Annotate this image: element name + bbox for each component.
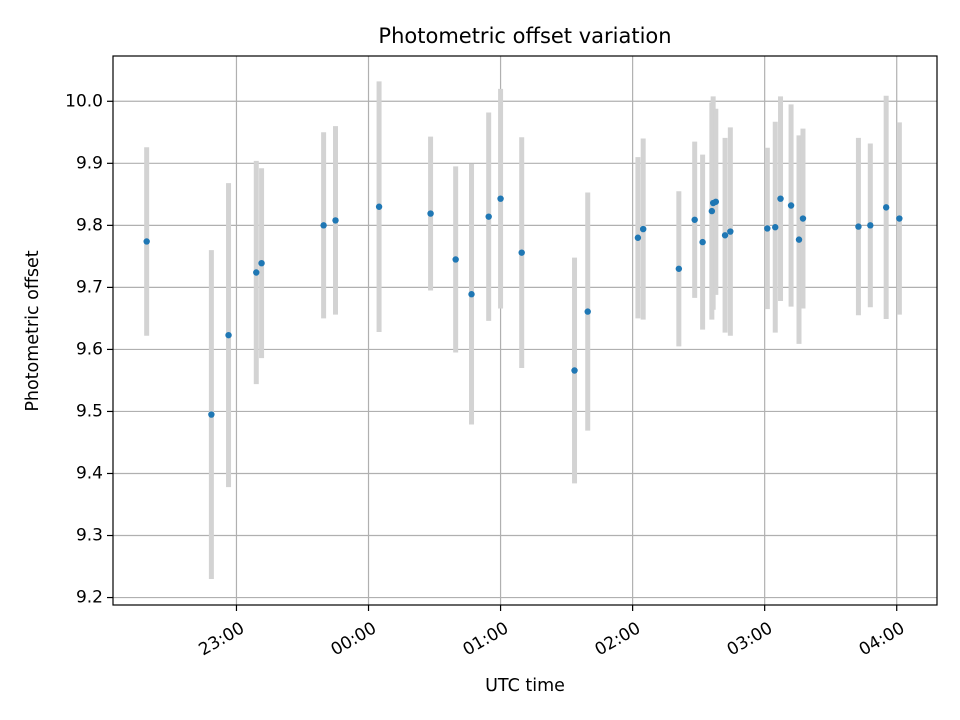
y-tick-label: 9.6 [76,339,103,359]
data-point [485,213,492,220]
data-point [772,224,779,231]
y-tick-label: 9.5 [76,401,103,421]
data-point [253,269,260,276]
data-point [452,256,459,263]
chart-title: Photometric offset variation [378,24,671,48]
y-tick-label: 9.2 [76,588,103,608]
x-axis-label: UTC time [485,676,565,696]
data-point [675,265,683,272]
y-tick-label: 9.3 [76,526,103,546]
data-point [882,204,890,211]
data-point [518,249,525,256]
data-point [225,331,232,339]
data-point [571,367,578,374]
y-tick-label: 9.4 [76,463,103,483]
data-point [320,222,327,229]
data-point [691,216,698,223]
data-point [896,215,903,222]
data-point [712,198,720,205]
data-point [143,238,150,245]
y-tick-label: 9.7 [76,277,103,297]
data-point [799,215,807,222]
data-point [727,228,734,235]
data-point [639,225,647,233]
data-point [634,234,642,241]
data-point [721,232,729,239]
data-point [584,308,591,315]
data-point [708,207,716,215]
y-axis-label: Photometric offset [23,250,43,411]
data-point [375,203,383,210]
data-point [855,223,862,230]
y-tick-label: 10.0 [65,91,103,111]
data-point [332,217,339,224]
y-tick-label: 9.8 [76,215,103,235]
data-point [699,238,706,246]
data-point [764,225,771,232]
data-point [777,195,784,202]
data-point [795,236,803,243]
data-point [208,411,215,418]
data-point [468,291,475,298]
plot-frame [112,55,938,606]
data-point [258,259,265,267]
data-point [497,195,504,202]
data-point [867,222,874,229]
data-points [143,195,903,418]
data-point [427,210,434,217]
data-point [787,202,795,209]
y-tick-label: 9.9 [76,153,103,173]
